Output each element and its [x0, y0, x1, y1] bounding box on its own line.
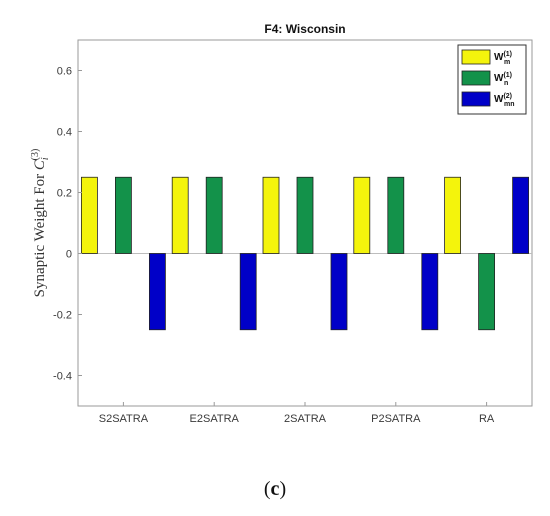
bar-s2satra-series-3: [148, 253, 166, 331]
legend-swatch: [461, 49, 491, 65]
bar-ra-series-1: [444, 176, 462, 254]
legend-entry: W(1) m: [494, 51, 512, 66]
figure-caption: (c): [0, 478, 550, 501]
bar-e2satra-series-2: [205, 176, 223, 254]
y-tick-label: 0.2: [57, 188, 72, 200]
legend-entry-base: W: [494, 94, 504, 105]
x-tick-label: P2SATRA: [371, 413, 421, 425]
bar-ra-series-2: [478, 253, 496, 331]
bar-p2satra-series-3: [421, 253, 439, 331]
y-axis-label-symbol: C: [32, 159, 48, 170]
y-tick-label: -0.4: [53, 371, 72, 383]
bar-ra-series-3: [512, 176, 529, 254]
x-tick-label: 2SATRA: [284, 413, 327, 425]
bar-2satra-series-3: [330, 253, 348, 331]
y-axis-label: Synaptic Weight For Ci(3): [30, 149, 51, 298]
y-tick-label: 0.6: [57, 66, 72, 78]
bar-chart: F4: Wisconsin -0.4 -0.2 0 0.2 0.4 0.6 S2SATRA…: [30, 22, 533, 425]
bar-2satra-series-1: [262, 176, 280, 254]
caption-close-paren: ): [279, 478, 287, 500]
bar-2satra-series-2: [296, 176, 314, 254]
x-tick-label: S2SATRA: [99, 413, 149, 425]
bars-group: [81, 176, 529, 331]
y-tick-label: 0.4: [57, 127, 72, 139]
legend-swatch: [461, 70, 491, 86]
legend-entry-base: W: [494, 52, 504, 63]
bar-p2satra-series-2: [387, 176, 405, 254]
legend-swatch: [461, 91, 491, 107]
caption-open-paren: (: [263, 478, 271, 500]
legend-entry: W(2) mn: [494, 93, 515, 108]
y-axis-ticks: -0.4 -0.2 0 0.2 0.4 0.6: [53, 66, 82, 383]
bar-e2satra-series-3: [239, 253, 257, 331]
legend-entry-superscript: (1): [503, 72, 512, 79]
legend-entry-subscript: m: [504, 59, 510, 66]
legend: W(1) mW(1) nW(2) mn: [457, 44, 527, 115]
x-tick-label: RA: [479, 413, 495, 425]
y-tick-label: -0.2: [53, 310, 72, 322]
x-tick-label: E2SATRA: [190, 413, 240, 425]
y-axis-label-subscript: i: [40, 157, 51, 160]
legend-entry-subscript: mn: [504, 101, 515, 108]
bar-p2satra-series-1: [353, 176, 371, 254]
y-tick-label: 0: [66, 249, 72, 261]
legend-entry-subscript: n: [504, 80, 508, 87]
bar-s2satra-series-2: [115, 176, 132, 254]
legend-entry: W(1) n: [494, 72, 512, 87]
x-axis-ticks: S2SATRA E2SATRA 2SATRA P2SATRA RA: [99, 402, 495, 425]
caption-letter: c: [270, 478, 280, 500]
y-axis-label-prefix: Synaptic Weight For: [32, 170, 48, 297]
legend-entry-base: W: [494, 73, 504, 84]
chart-title: F4: Wisconsin: [264, 22, 345, 36]
legend-entry-superscript: (1): [503, 51, 512, 58]
bar-e2satra-series-1: [171, 176, 189, 254]
bar-s2satra-series-1: [81, 176, 98, 254]
legend-entry-superscript: (2): [503, 93, 512, 100]
y-axis-label-superscript: (3): [30, 149, 41, 161]
